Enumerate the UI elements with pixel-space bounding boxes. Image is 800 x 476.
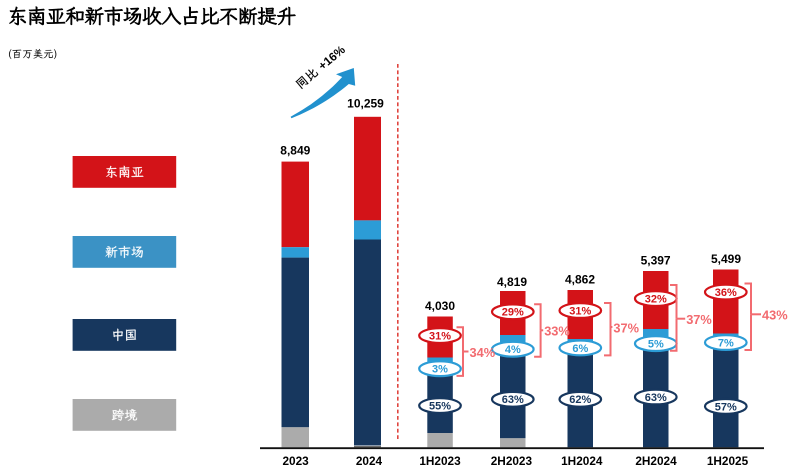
svg-text:2H2024: 2H2024 [635, 454, 677, 468]
svg-text:4%: 4% [505, 344, 521, 356]
svg-text:2024: 2024 [356, 454, 383, 468]
svg-text:2023: 2023 [282, 454, 309, 468]
svg-text:3%: 3% [432, 364, 448, 376]
svg-text:2H2023: 2H2023 [491, 454, 533, 468]
svg-text:31%: 31% [569, 305, 591, 317]
svg-text:63%: 63% [645, 392, 667, 404]
svg-text:8,849: 8,849 [280, 144, 310, 158]
svg-text:34%: 34% [470, 345, 496, 360]
svg-text:5%: 5% [648, 339, 664, 351]
svg-text:10,259: 10,259 [347, 97, 384, 111]
svg-text:37%: 37% [613, 320, 639, 335]
svg-text:6%: 6% [572, 343, 588, 355]
svg-text:1H2023: 1H2023 [419, 454, 461, 468]
svg-text:4,819: 4,819 [497, 275, 527, 289]
svg-text:55%: 55% [429, 401, 451, 413]
svg-text:63%: 63% [502, 394, 524, 406]
svg-text:1H2025: 1H2025 [707, 454, 749, 468]
svg-text:32%: 32% [645, 294, 667, 306]
svg-text:37%: 37% [686, 312, 712, 327]
svg-text:57%: 57% [715, 401, 737, 413]
svg-text:7%: 7% [718, 337, 734, 349]
svg-text:4,862: 4,862 [565, 273, 595, 287]
svg-text:1H2024: 1H2024 [561, 454, 603, 468]
svg-text:31%: 31% [429, 331, 451, 343]
svg-text:62%: 62% [569, 394, 591, 406]
svg-text:43%: 43% [762, 308, 788, 323]
svg-text:33%: 33% [544, 324, 570, 339]
svg-text:29%: 29% [502, 307, 524, 319]
svg-text:5,397: 5,397 [641, 253, 671, 267]
svg-text:5,499: 5,499 [711, 252, 741, 266]
svg-text:36%: 36% [715, 287, 737, 299]
svg-text:4,030: 4,030 [425, 299, 455, 313]
